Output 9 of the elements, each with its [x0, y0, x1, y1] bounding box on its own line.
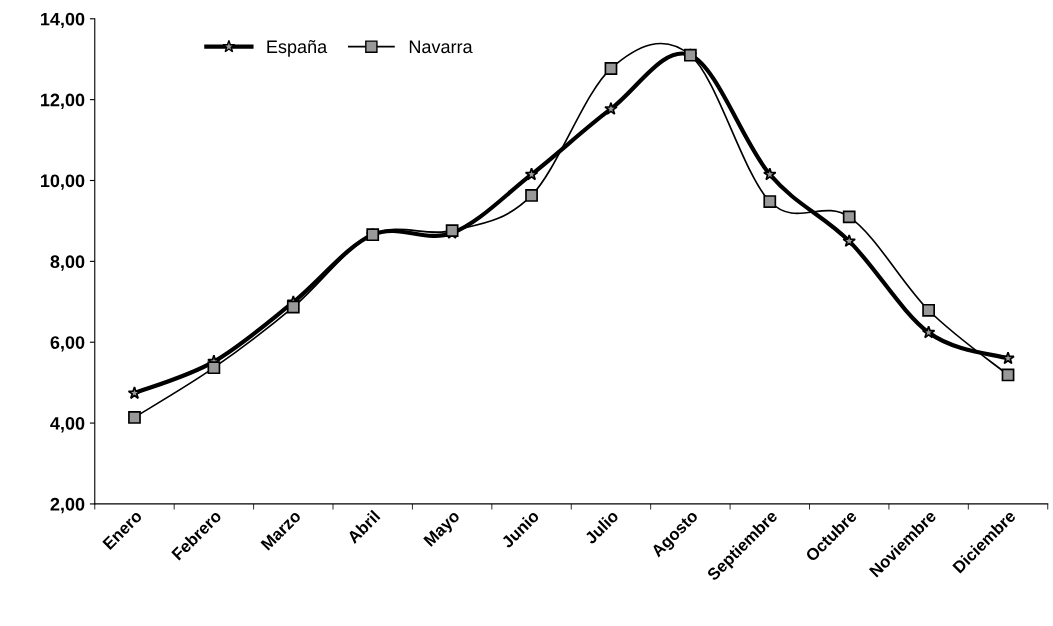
- y-tick-label: 14,00: [41, 12, 85, 29]
- y-tick-label: 2,00: [50, 497, 85, 514]
- y-tick-label: 6,00: [50, 336, 85, 352]
- y-tick-label: 4,00: [50, 417, 85, 433]
- legend-label: Navarra: [409, 40, 473, 54]
- y-tick-label: 8,00: [50, 255, 85, 271]
- legend-label: España: [267, 40, 328, 57]
- y-tick-label: 10,00: [41, 174, 85, 190]
- y-tick-label: 12,00: [41, 93, 85, 109]
